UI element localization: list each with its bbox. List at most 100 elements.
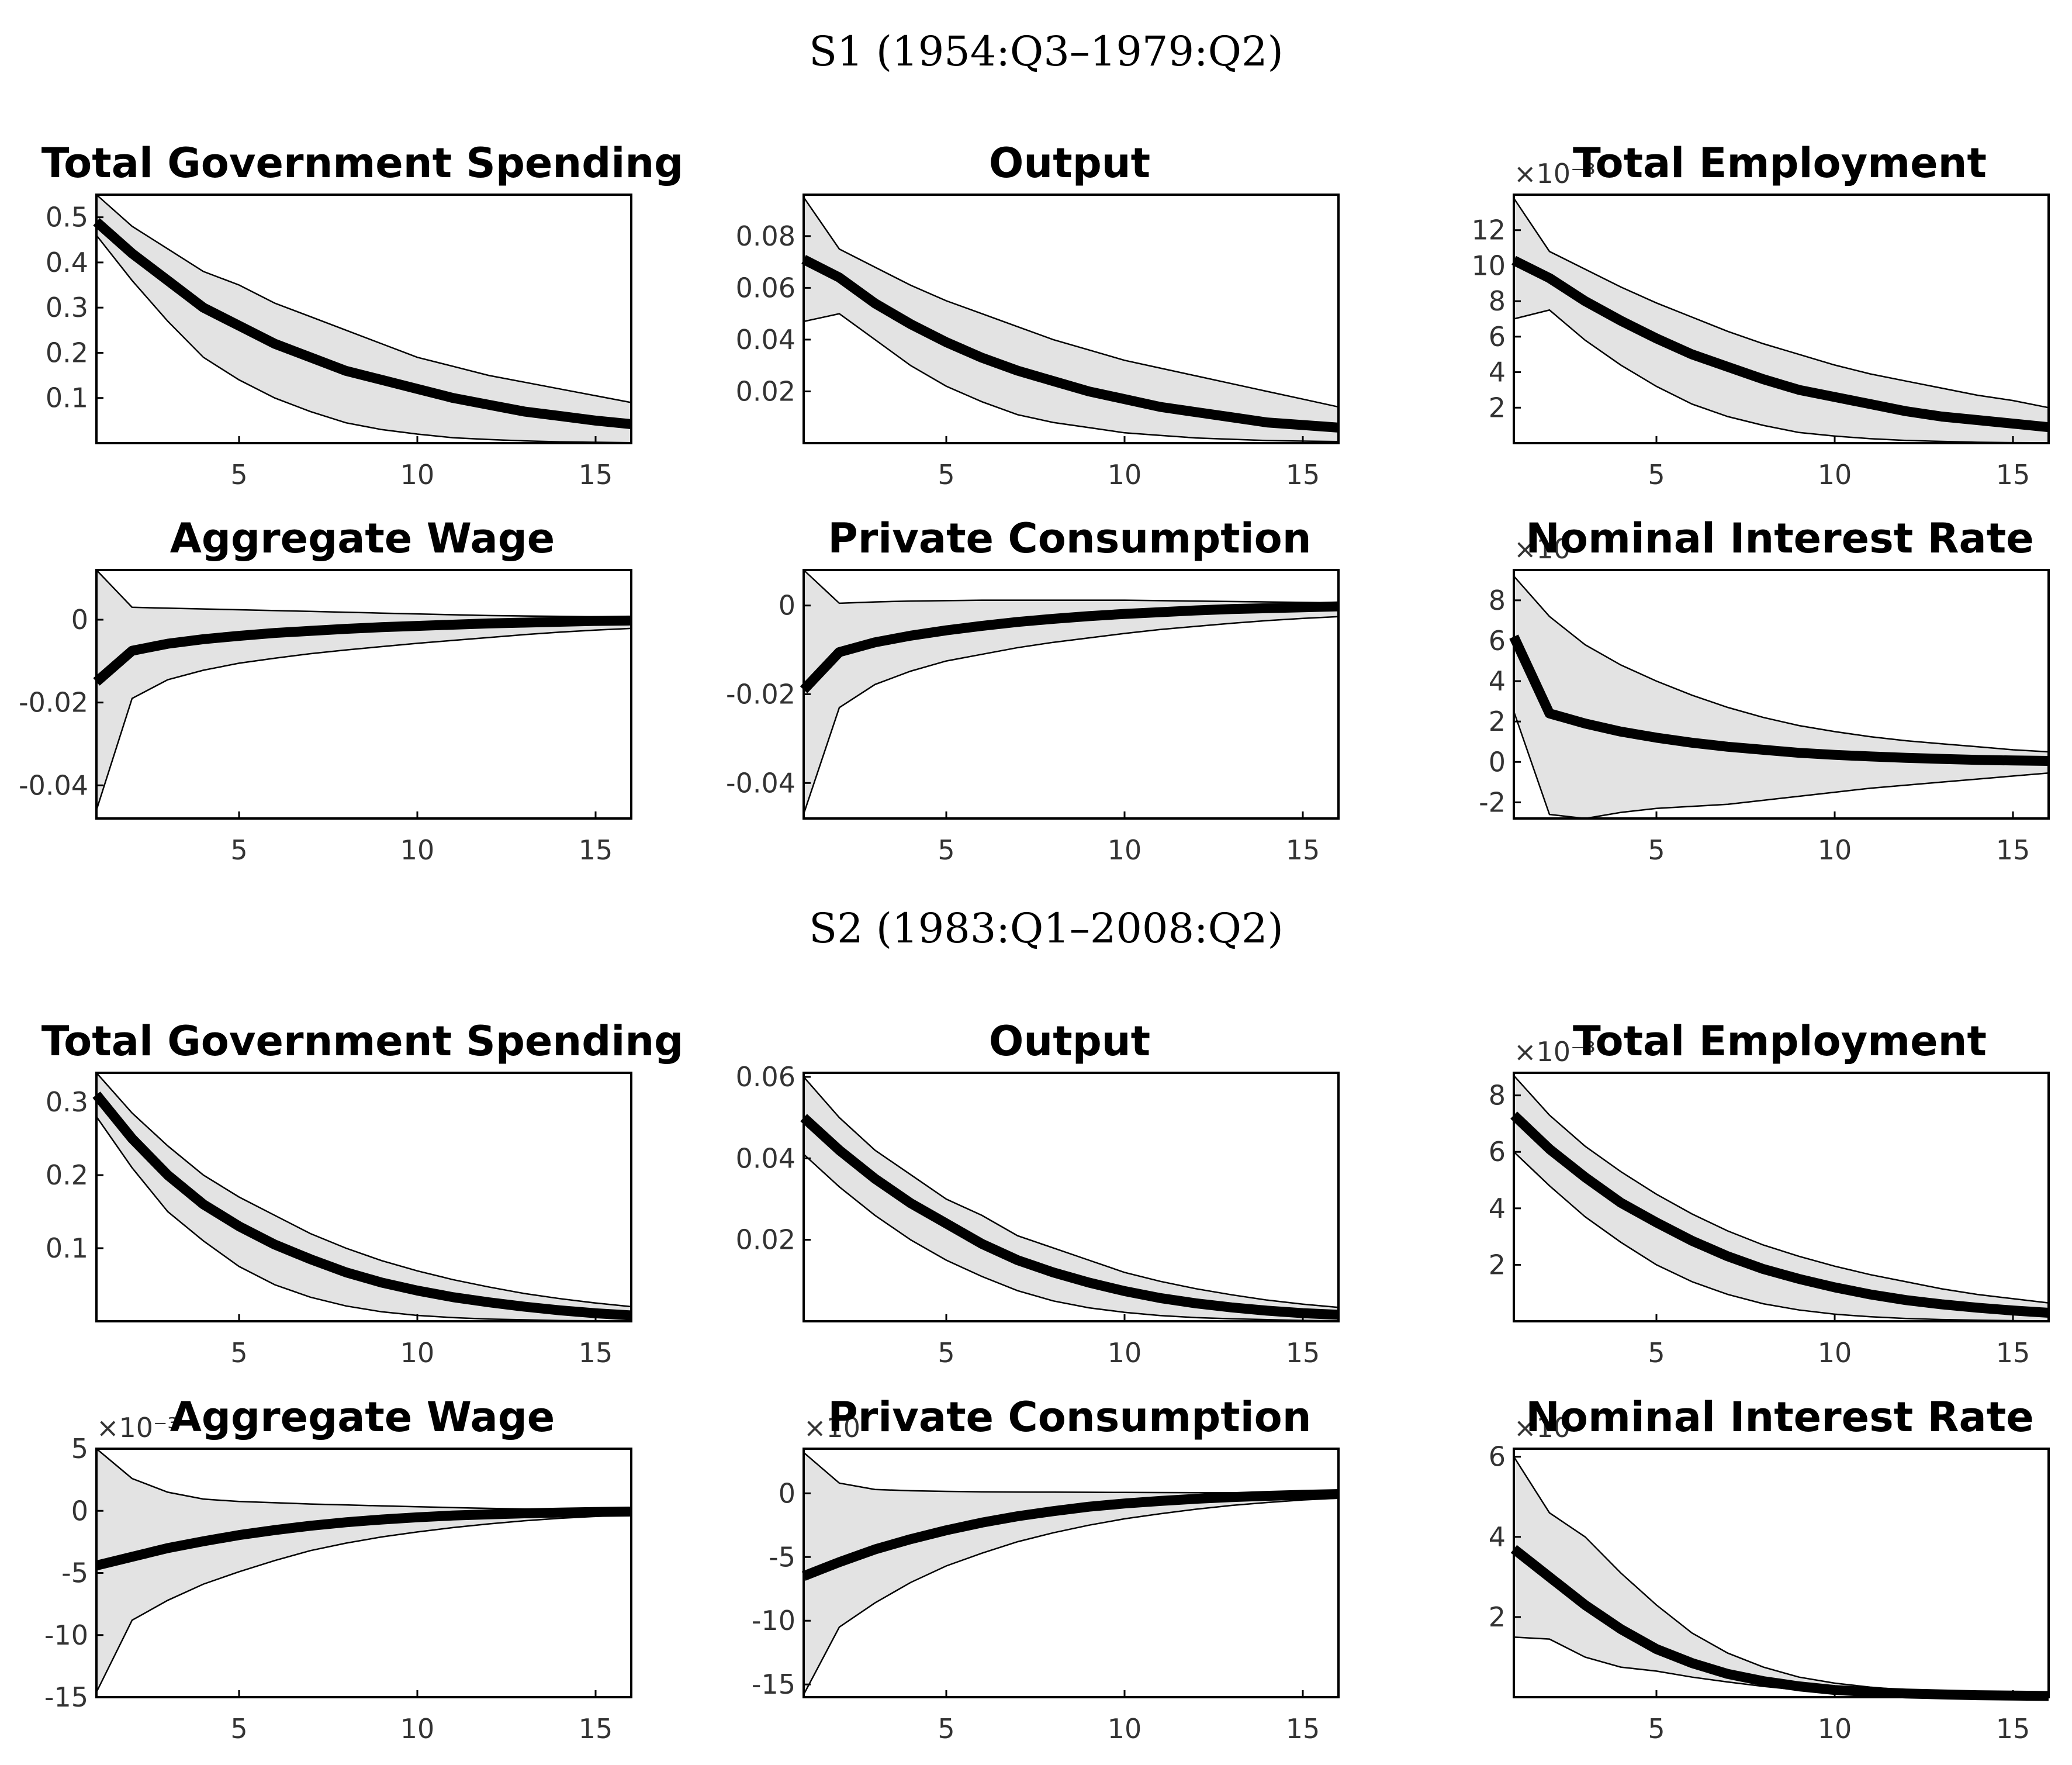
y-tick-label: -0.04	[726, 767, 795, 799]
upper-bound-line	[803, 569, 1339, 605]
x-tick-label: 10	[400, 1337, 435, 1369]
confidence-band	[1514, 1456, 2049, 1697]
upper-bound-line	[802, 196, 1339, 408]
panel-title: Output	[989, 1017, 1150, 1065]
axis-multiplier: ×10	[804, 1412, 860, 1443]
x-tick-label: 5	[938, 1713, 954, 1745]
y-tick-label: 0	[71, 604, 88, 635]
x-tick-label: 5	[938, 1337, 954, 1369]
y-tick-label: 0.02	[736, 375, 795, 407]
confidence-band	[1514, 198, 2049, 443]
y-tick-label: 0.04	[736, 1142, 795, 1174]
panel-2: 5 10 15 0.02 0.04 0.06 0.08 Output	[736, 139, 1340, 491]
confidence-band	[804, 1077, 1338, 1321]
y-tick-label: 12	[1471, 215, 1506, 246]
x-tick-label: 15	[579, 1713, 613, 1745]
lower-bound-line	[803, 1153, 1339, 1322]
y-tick-label: 4	[1489, 665, 1506, 697]
upper-bound-line	[1513, 198, 2049, 409]
confidence-band	[1514, 576, 2049, 818]
y-tick-label: 2	[1489, 1249, 1506, 1280]
panel-4: 5 10 15 -0.04 -0.02 0 Aggregate Wage	[19, 514, 632, 866]
plot-frame	[802, 1072, 1340, 1322]
y-tick-label: 2	[1489, 392, 1506, 423]
x-tick-label: 15	[1996, 1713, 2031, 1745]
axis-multiplier: ×10⁻³	[1514, 1036, 1596, 1068]
x-tick-label: 15	[1286, 1713, 1320, 1745]
lower-bound-line	[1513, 1151, 2049, 1322]
y-tick-label: -0.02	[19, 687, 88, 719]
upper-bound-line	[803, 1076, 1339, 1308]
panel-title: Private Consumption	[828, 1393, 1311, 1441]
x-tick-label: 5	[230, 1337, 247, 1369]
y-tick-label: 10	[1471, 250, 1506, 281]
lower-bound-line	[95, 627, 632, 811]
upper-bound-line	[803, 1452, 1339, 1494]
y-tick-label: 4	[1489, 1521, 1506, 1553]
y-tick-label: -0.02	[726, 679, 795, 710]
plot-frame	[802, 1448, 1340, 1698]
y-tick-label: 8	[1489, 285, 1506, 317]
median-response-line	[800, 1114, 1339, 1320]
axis-multiplier: ×10	[1514, 533, 1571, 565]
x-tick-label: 10	[1818, 834, 1852, 866]
x-tick-label: 15	[1996, 459, 2031, 491]
x-tick-label: 5	[1648, 459, 1665, 491]
plot-frame	[95, 1072, 632, 1322]
x-tick-label: 5	[230, 1713, 247, 1745]
x-tick-label: 5	[938, 459, 954, 491]
y-tick-label: -15	[44, 1681, 88, 1713]
lower-bound-line	[1513, 711, 2049, 820]
x-tick-label: 15	[1286, 1337, 1320, 1369]
plot-frame	[95, 194, 632, 444]
lower-bound-line	[1513, 309, 2049, 444]
y-tick-label: 0.02	[736, 1224, 795, 1256]
x-tick-label: 5	[1648, 1713, 1665, 1745]
panel-title: Total Employment	[1573, 139, 1987, 187]
median-response-line	[1509, 634, 2049, 766]
panel-5: 5 10 15 -0.04 -0.02 0 Private Consumption	[726, 514, 1340, 866]
panel-title: Private Consumption	[828, 514, 1311, 562]
y-tick-label: 0.4	[46, 247, 88, 278]
y-tick-label: 6	[1489, 1136, 1506, 1168]
plot-frame	[1513, 569, 2050, 820]
x-tick-label: 10	[1818, 1337, 1852, 1369]
y-tick-label: 0	[779, 1477, 795, 1509]
y-tick-label: 0.06	[736, 272, 795, 303]
x-tick-label: 15	[579, 834, 613, 866]
x-tick-label: 15	[1996, 1337, 2031, 1369]
axis-multiplier: ×10⁻³	[96, 1412, 178, 1443]
y-tick-label: -10	[752, 1605, 795, 1636]
panel-title: Total Government Spending	[41, 139, 684, 187]
y-tick-label: 0.06	[736, 1061, 795, 1093]
axis-multiplier: ×10⁻³	[1514, 158, 1596, 189]
plot-frame	[1513, 194, 2050, 444]
lower-bound-line	[803, 313, 1339, 443]
y-tick-label: 0.1	[46, 1232, 88, 1264]
y-tick-label: 6	[1489, 1441, 1506, 1473]
y-tick-label: 8	[1489, 1080, 1506, 1111]
x-tick-label: 10	[1108, 1713, 1142, 1745]
x-tick-label: 10	[400, 834, 435, 866]
lower-bound-line	[802, 616, 1339, 814]
y-tick-label: -5	[769, 1541, 795, 1573]
confidence-band	[96, 195, 631, 443]
y-tick-label: 8	[1489, 585, 1506, 616]
plot-frame	[802, 194, 1340, 444]
median-response-line	[1510, 1545, 2049, 1701]
median-response-line	[93, 615, 632, 686]
x-tick-label: 10	[400, 1713, 435, 1745]
confidence-band	[1514, 1075, 2049, 1321]
lower-bound-line	[95, 1514, 632, 1693]
median-response-line	[801, 255, 1339, 433]
y-tick-label: 0.04	[736, 324, 795, 355]
y-tick-label: 0.1	[46, 382, 88, 414]
x-tick-label: 15	[579, 1337, 613, 1369]
median-response-line	[92, 1092, 632, 1321]
confidence-band	[96, 1073, 631, 1321]
